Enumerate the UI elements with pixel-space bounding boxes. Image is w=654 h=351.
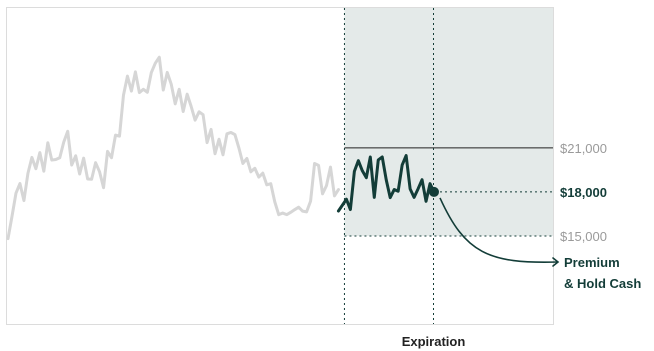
history-price-line <box>6 55 340 241</box>
expiration-shaded-region <box>344 8 553 236</box>
x-axis-label: Expiration <box>402 334 466 349</box>
price-marker-dot <box>429 186 439 197</box>
callout-label-line-2: & Hold Cash <box>564 276 641 291</box>
reference-label-18000: $18,000 <box>560 185 607 200</box>
reference-label-21000: $21,000 <box>560 141 607 156</box>
callout-label: Premium & Hold Cash <box>564 255 641 291</box>
forecast-price-line <box>336 154 436 213</box>
callout-label-line-1: Premium <box>564 255 620 270</box>
callout-arrowhead <box>552 257 560 267</box>
plot-frame <box>6 7 554 325</box>
callout-arrow <box>439 197 559 264</box>
reference-label-15000: $15,000 <box>560 229 607 244</box>
